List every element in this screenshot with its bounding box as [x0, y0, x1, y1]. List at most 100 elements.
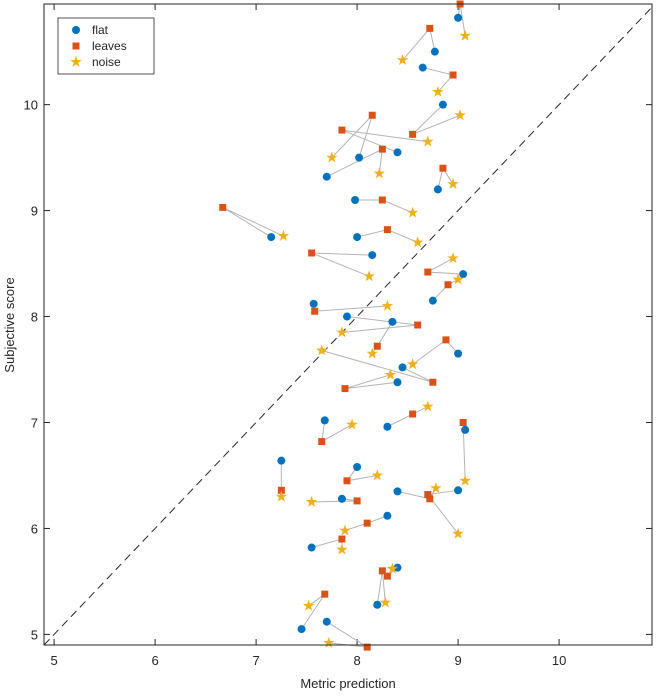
point — [322, 617, 331, 626]
point — [422, 400, 434, 412]
point — [346, 418, 358, 430]
point — [309, 299, 318, 308]
point — [219, 203, 227, 211]
point — [449, 71, 457, 79]
point — [320, 416, 329, 425]
point — [430, 47, 439, 56]
legend-marker — [70, 56, 82, 67]
point — [323, 636, 335, 648]
point — [414, 321, 422, 329]
point — [452, 527, 464, 539]
point — [454, 109, 466, 121]
x-tick-label: 8 — [353, 653, 360, 668]
point — [321, 590, 329, 598]
point — [454, 349, 463, 358]
point — [277, 486, 285, 494]
point — [383, 422, 392, 431]
point — [393, 148, 402, 157]
point — [459, 419, 467, 427]
point — [429, 378, 437, 386]
legend-label: noise — [92, 55, 121, 69]
point — [368, 251, 377, 260]
point — [396, 54, 409, 66]
point — [338, 535, 346, 543]
y-tick-label: 7 — [31, 416, 38, 431]
point — [338, 126, 346, 134]
y-tick-label: 8 — [31, 310, 38, 325]
legend-marker — [72, 26, 80, 34]
point — [452, 273, 464, 285]
point — [336, 543, 348, 555]
point — [368, 111, 376, 119]
y-tick-label: 6 — [31, 521, 38, 536]
y-tick-label: 9 — [31, 204, 38, 219]
point — [439, 164, 447, 172]
point — [459, 29, 471, 41]
point — [343, 477, 351, 485]
point — [432, 85, 444, 97]
point — [337, 494, 346, 503]
point — [383, 511, 392, 520]
point — [379, 596, 392, 608]
identity-line — [43, 6, 653, 646]
x-tick-label: 6 — [151, 653, 158, 668]
point — [353, 463, 362, 472]
point — [422, 135, 434, 147]
y-tick-label: 10 — [24, 98, 38, 113]
point — [342, 312, 351, 321]
point — [351, 196, 360, 205]
x-tick-label: 9 — [454, 653, 461, 668]
point — [378, 196, 386, 204]
point — [371, 469, 383, 481]
point — [406, 206, 419, 218]
point — [307, 543, 316, 552]
point — [424, 268, 432, 276]
point — [409, 410, 417, 418]
point — [363, 643, 371, 651]
point — [373, 342, 381, 350]
point — [267, 233, 276, 242]
point — [378, 145, 386, 153]
point — [442, 336, 450, 344]
point — [454, 486, 463, 495]
point — [428, 296, 437, 305]
point — [363, 270, 375, 282]
point — [339, 524, 351, 536]
point — [383, 226, 391, 234]
point — [297, 625, 306, 634]
legend-label: leaves — [92, 39, 127, 53]
plot-frame — [43, 3, 653, 646]
point — [444, 281, 452, 289]
y-tick-label: 5 — [31, 627, 38, 642]
point — [393, 563, 402, 572]
point — [275, 490, 288, 502]
point — [433, 185, 442, 194]
point — [277, 456, 286, 465]
point — [426, 24, 434, 32]
point — [454, 13, 463, 22]
point — [366, 347, 378, 359]
point — [418, 63, 427, 72]
point — [459, 270, 468, 279]
point — [438, 100, 447, 109]
point — [386, 562, 399, 574]
point — [305, 495, 318, 507]
point — [430, 482, 442, 494]
x-tick-label: 10 — [552, 653, 566, 668]
point — [308, 249, 316, 257]
point — [311, 307, 319, 315]
point — [459, 474, 471, 486]
x-axis-label: Metric prediction — [300, 676, 395, 691]
point — [341, 385, 349, 393]
legend-label: flat — [92, 23, 109, 37]
x-tick-label: 5 — [50, 653, 57, 668]
x-tick-label: 7 — [252, 653, 259, 668]
point — [316, 344, 328, 356]
point — [393, 487, 402, 496]
y-axis-label: Subjective score — [2, 277, 17, 372]
legend-marker — [72, 42, 80, 50]
point — [398, 363, 407, 372]
point — [326, 151, 338, 163]
point — [409, 130, 417, 138]
